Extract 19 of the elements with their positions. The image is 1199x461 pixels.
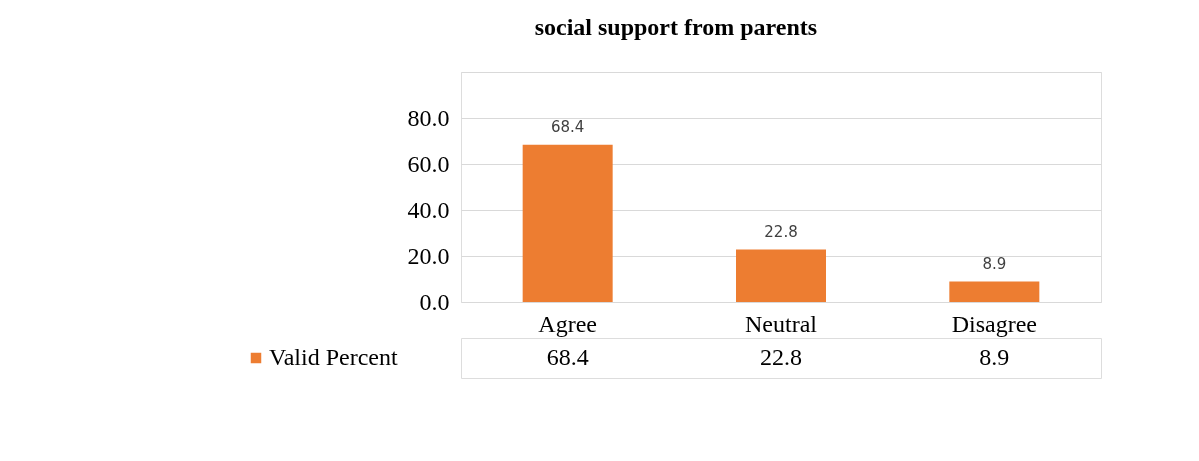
bar xyxy=(949,281,1040,302)
data-label: 8.9 xyxy=(982,254,1007,273)
y-tick-label: 0.0 xyxy=(419,288,450,315)
y-tick-label: 40.0 xyxy=(407,196,450,223)
text: 22.8 xyxy=(760,344,802,370)
bar xyxy=(736,249,826,302)
x-tick-label: Disagree xyxy=(951,310,1037,337)
data-label: 22.8 xyxy=(764,222,798,241)
x-tick-label: Agree xyxy=(538,310,597,337)
legend-label: Valid Percent xyxy=(269,344,398,370)
text: 68.4 xyxy=(546,344,589,370)
data-label: 68.4 xyxy=(550,117,585,136)
y-tick-label: 80.0 xyxy=(407,104,450,131)
y-tick-label: 20.0 xyxy=(407,242,450,269)
bar xyxy=(522,144,613,302)
x-tick-label: Neutral xyxy=(745,310,818,337)
text: 8.9 xyxy=(979,344,1010,370)
y-tick-label: 60.0 xyxy=(407,150,450,177)
chart-title: social support from parents xyxy=(534,13,818,40)
